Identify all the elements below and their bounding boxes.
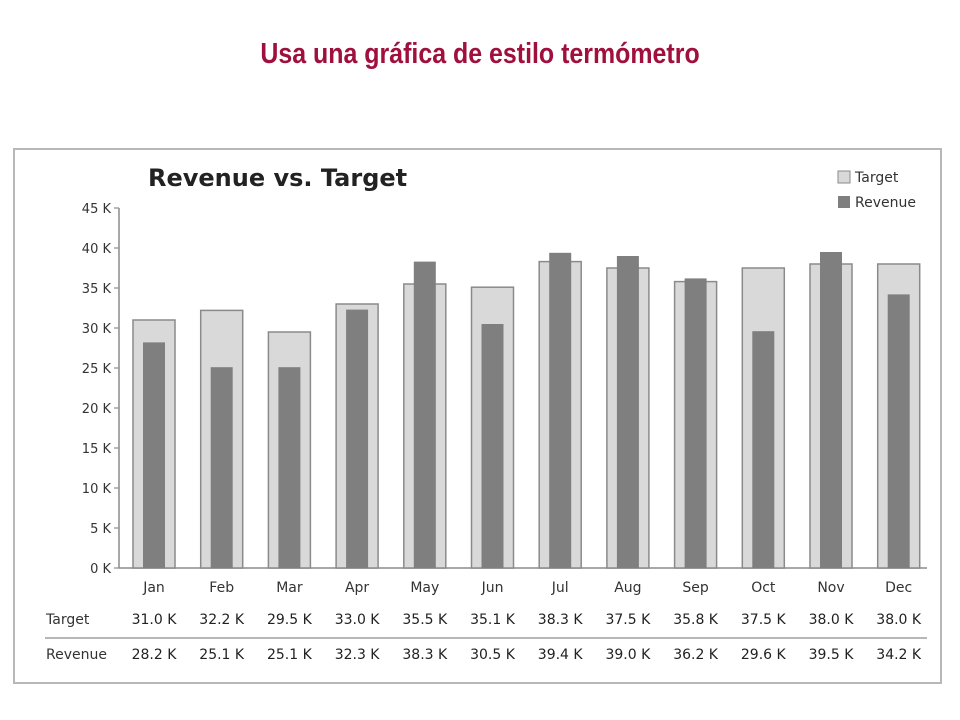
bars bbox=[132, 252, 921, 569]
y-tick-label: 30 K bbox=[82, 322, 112, 337]
table-cell: 38.3 K bbox=[402, 647, 448, 663]
revenue-bar bbox=[278, 367, 301, 568]
x-tick-label: Nov bbox=[817, 580, 844, 596]
x-tick-label: Aug bbox=[614, 580, 641, 596]
table-cell: 33.0 K bbox=[335, 612, 381, 628]
table-cell: 25.1 K bbox=[199, 647, 245, 663]
y-axis: 0 K 5 K 10 K 15 K 20 K 25 K 30 K 35 K 40 K 45 K bbox=[82, 202, 927, 577]
table-cell: 39.4 K bbox=[538, 647, 584, 663]
revenue-bar bbox=[684, 278, 707, 568]
revenue-bar bbox=[887, 294, 910, 568]
x-tick-label: Oct bbox=[751, 580, 776, 596]
y-tick-label: 35 K bbox=[82, 282, 112, 297]
legend: Target Revenue bbox=[837, 170, 916, 211]
x-tick-label: Jan bbox=[142, 580, 165, 596]
table-cell: 39.0 K bbox=[605, 647, 651, 663]
y-tick-label: 45 K bbox=[82, 202, 112, 217]
table-cell: 29.5 K bbox=[267, 612, 313, 628]
x-axis-labels: Jan Feb Mar Apr May Jun Jul Aug Sep Oct Nov Dec bbox=[142, 580, 912, 596]
table-cell: 35.5 K bbox=[402, 612, 448, 628]
x-tick-label: Dec bbox=[885, 580, 912, 596]
y-tick-label: 15 K bbox=[82, 442, 112, 457]
revenue-bar bbox=[549, 252, 572, 569]
x-tick-label: Jun bbox=[481, 580, 504, 596]
revenue-bar bbox=[143, 342, 165, 568]
table-cell: 39.5 K bbox=[809, 647, 855, 663]
revenue-bar bbox=[752, 331, 775, 568]
table-row-label: Target bbox=[45, 612, 90, 628]
x-tick-label: May bbox=[410, 580, 439, 596]
x-tick-label: Mar bbox=[276, 580, 303, 596]
chart-frame: Revenue vs. Target Target Revenue 0 K 5 K 1… bbox=[13, 148, 942, 684]
legend-label-revenue: Revenue bbox=[855, 195, 916, 211]
slide-title: Usa una gráfica de estilo termómetro bbox=[260, 38, 700, 70]
y-tick-label: 20 K bbox=[82, 402, 112, 417]
chart-title: Revenue vs. Target bbox=[148, 164, 407, 192]
legend-swatch-revenue bbox=[838, 196, 850, 208]
data-table: Target 31.0 K 32.2 K 29.5 K 33.0 K 35.5 K 35.1… bbox=[45, 612, 927, 663]
table-cell: 32.3 K bbox=[335, 647, 381, 663]
table-row-label: Revenue bbox=[46, 647, 107, 663]
table-cell: 32.2 K bbox=[199, 612, 245, 628]
table-cell: 30.5 K bbox=[470, 647, 516, 663]
x-tick-label: Jul bbox=[551, 580, 569, 596]
y-tick-label: 40 K bbox=[82, 242, 112, 257]
table-cell: 29.6 K bbox=[741, 647, 787, 663]
table-cell: 25.1 K bbox=[267, 647, 313, 663]
y-tick-label: 25 K bbox=[82, 362, 112, 377]
table-cell: 28.2 K bbox=[132, 647, 178, 663]
revenue-bar bbox=[346, 309, 369, 568]
x-tick-label: Sep bbox=[682, 580, 709, 596]
table-cell: 35.8 K bbox=[673, 612, 719, 628]
table-cell: 38.3 K bbox=[538, 612, 584, 628]
revenue-bar bbox=[820, 252, 842, 568]
table-cell: 31.0 K bbox=[132, 612, 178, 628]
legend-swatch-target bbox=[837, 170, 851, 184]
revenue-bar bbox=[210, 367, 233, 568]
table-cell: 34.2 K bbox=[876, 647, 922, 663]
table-cell: 35.1 K bbox=[470, 612, 516, 628]
table-cell: 37.5 K bbox=[605, 612, 651, 628]
x-tick-label: Apr bbox=[345, 580, 369, 596]
x-tick-label: Feb bbox=[209, 580, 234, 596]
revenue-bar bbox=[413, 261, 436, 568]
table-cell: 37.5 K bbox=[741, 612, 787, 628]
table-cell: 38.0 K bbox=[876, 612, 922, 628]
table-cell: 36.2 K bbox=[673, 647, 719, 663]
revenue-bar bbox=[616, 256, 639, 568]
y-tick-label: 0 K bbox=[90, 562, 111, 577]
revenue-bar bbox=[481, 324, 504, 568]
legend-label-target: Target bbox=[854, 170, 899, 186]
y-tick-label: 5 K bbox=[90, 522, 111, 537]
y-tick-label: 10 K bbox=[82, 482, 112, 497]
table-cell: 38.0 K bbox=[809, 612, 855, 628]
thermometer-chart: Revenue vs. Target Target Revenue 0 K 5 K 1… bbox=[45, 164, 927, 663]
